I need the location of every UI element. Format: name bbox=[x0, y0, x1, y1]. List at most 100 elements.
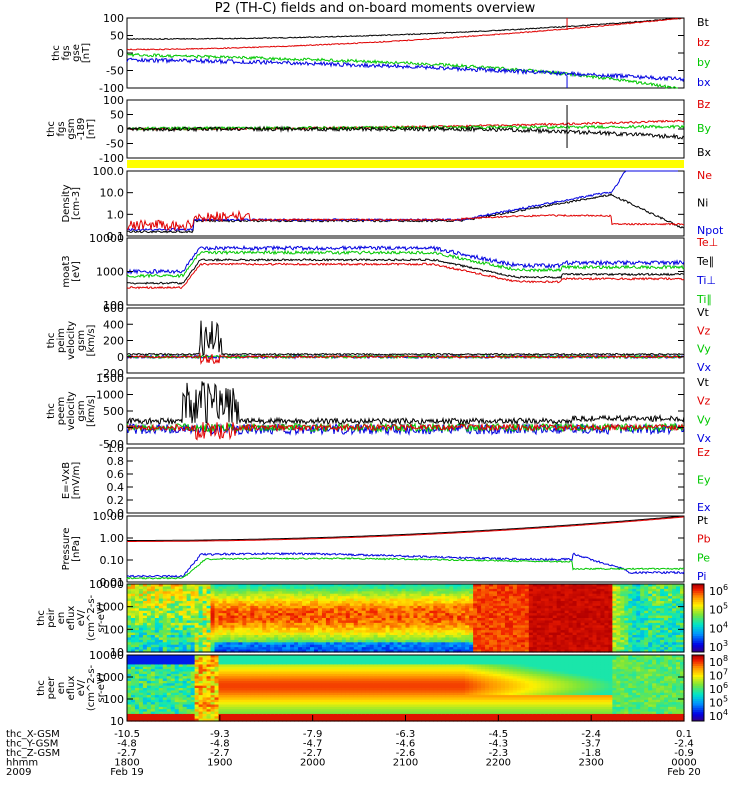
heatmap-cell bbox=[668, 605, 673, 609]
heatmap-cell bbox=[469, 610, 474, 614]
heatmap-cell bbox=[465, 608, 470, 612]
heatmap-cell bbox=[520, 608, 526, 612]
heatmap-cell bbox=[166, 664, 172, 668]
heatmap-cell bbox=[274, 630, 279, 634]
heatmap-cell bbox=[278, 591, 283, 595]
heatmap-cell bbox=[548, 635, 554, 639]
heatmap-cell bbox=[290, 588, 295, 592]
heatmap-cell bbox=[632, 644, 637, 648]
heatmap-cell bbox=[540, 591, 546, 595]
heatmap-cell bbox=[485, 591, 490, 595]
heatmap-cell bbox=[254, 704, 259, 708]
heatmap-cell bbox=[489, 637, 494, 641]
heatmap-cell bbox=[413, 642, 419, 646]
heatmap-cell bbox=[218, 596, 224, 600]
heatmap-cell bbox=[508, 593, 514, 597]
heatmap-cell bbox=[441, 596, 446, 600]
heatmap-cell bbox=[266, 706, 271, 710]
heatmap-cell bbox=[190, 669, 196, 673]
heatmap-cell bbox=[182, 620, 188, 624]
heatmap-cell bbox=[206, 635, 212, 639]
heatmap-cell bbox=[405, 625, 411, 629]
heatmap-cell bbox=[226, 596, 232, 600]
heatmap-cell bbox=[425, 591, 430, 595]
heatmap-cell bbox=[568, 615, 574, 619]
heatmap-cell bbox=[146, 664, 152, 668]
heatmap-cell bbox=[485, 637, 490, 641]
heatmap-cell bbox=[150, 610, 156, 614]
heatmap-cell bbox=[477, 603, 482, 607]
heatmap-cell bbox=[290, 647, 295, 651]
heatmap-cell bbox=[357, 647, 363, 651]
heatmap-cell bbox=[449, 584, 454, 588]
heatmap-cell bbox=[401, 588, 407, 592]
heatmap-cell bbox=[329, 596, 335, 600]
heatmap-cell bbox=[385, 584, 391, 588]
heatmap-cell bbox=[162, 709, 168, 713]
heatmap-cell bbox=[246, 659, 251, 663]
heatmap-cell bbox=[592, 647, 598, 651]
heatmap-cell bbox=[552, 622, 558, 626]
heatmap-cell bbox=[258, 601, 263, 605]
heatmap-cell bbox=[524, 591, 530, 595]
heatmap-cell bbox=[473, 632, 478, 636]
heatmap-cell bbox=[154, 630, 160, 634]
heatmap-cell bbox=[127, 639, 132, 643]
heatmap-cell bbox=[680, 603, 685, 607]
heatmap-cell bbox=[365, 618, 371, 622]
heatmap-cell bbox=[516, 620, 522, 624]
heatmap-cell bbox=[310, 591, 315, 595]
heatmap-cell bbox=[672, 630, 677, 634]
heatmap-cell bbox=[306, 632, 311, 636]
heatmap-cell bbox=[672, 603, 677, 607]
heatmap-cell bbox=[469, 603, 474, 607]
heatmap-cell bbox=[226, 657, 232, 661]
heatmap-cell bbox=[429, 630, 434, 634]
heatmap-cell bbox=[198, 664, 204, 668]
heatmap-cell bbox=[580, 586, 586, 590]
heatmap-cell bbox=[341, 644, 347, 648]
heatmap-cell bbox=[170, 671, 176, 675]
heatmap-cell bbox=[222, 655, 228, 658]
heatmap-cell bbox=[425, 642, 430, 646]
heatmap-cell bbox=[377, 603, 383, 607]
heatmap-cell bbox=[600, 584, 606, 588]
heatmap-cell bbox=[628, 632, 633, 636]
heatmap-cell bbox=[202, 671, 208, 675]
heatmap-cell bbox=[178, 603, 184, 607]
heatmap-cell bbox=[584, 642, 590, 646]
heatmap-cell bbox=[353, 642, 359, 646]
heatmap-cell bbox=[520, 649, 526, 653]
heatmap-cell bbox=[258, 659, 263, 663]
heatmap-cell bbox=[254, 615, 259, 619]
heatmap-cell bbox=[628, 601, 633, 605]
heatmap-cell bbox=[246, 584, 251, 588]
heatmap-cell bbox=[270, 678, 275, 682]
heatmap-cell bbox=[660, 593, 665, 597]
heatmap-cell bbox=[445, 596, 450, 600]
heatmap-cell bbox=[560, 644, 566, 648]
heatmap-cell bbox=[325, 598, 331, 602]
heatmap-cell bbox=[258, 662, 263, 666]
heatmap-cell bbox=[676, 593, 681, 597]
heatmap-cell bbox=[127, 692, 132, 696]
heatmap-cell bbox=[270, 630, 275, 634]
heatmap-cell bbox=[580, 635, 586, 639]
heatmap-cell bbox=[568, 596, 574, 600]
heatmap-cell bbox=[680, 615, 685, 619]
heatmap-cell bbox=[672, 615, 677, 619]
heatmap-cell bbox=[644, 603, 649, 607]
heatmap-cell bbox=[170, 669, 176, 673]
heatmap-cell bbox=[333, 620, 339, 624]
heatmap-cell bbox=[572, 588, 578, 592]
heatmap-cell bbox=[437, 649, 442, 653]
heatmap-cell bbox=[548, 622, 554, 626]
heatmap-cell bbox=[206, 588, 212, 592]
heatmap-cell bbox=[624, 603, 629, 607]
heatmap-cell bbox=[397, 591, 403, 595]
heatmap-cell bbox=[512, 596, 518, 600]
heatmap-cell bbox=[246, 622, 251, 626]
heatmap-cell bbox=[182, 630, 188, 634]
heatmap-cell bbox=[644, 647, 649, 651]
heatmap-cell bbox=[461, 584, 466, 588]
